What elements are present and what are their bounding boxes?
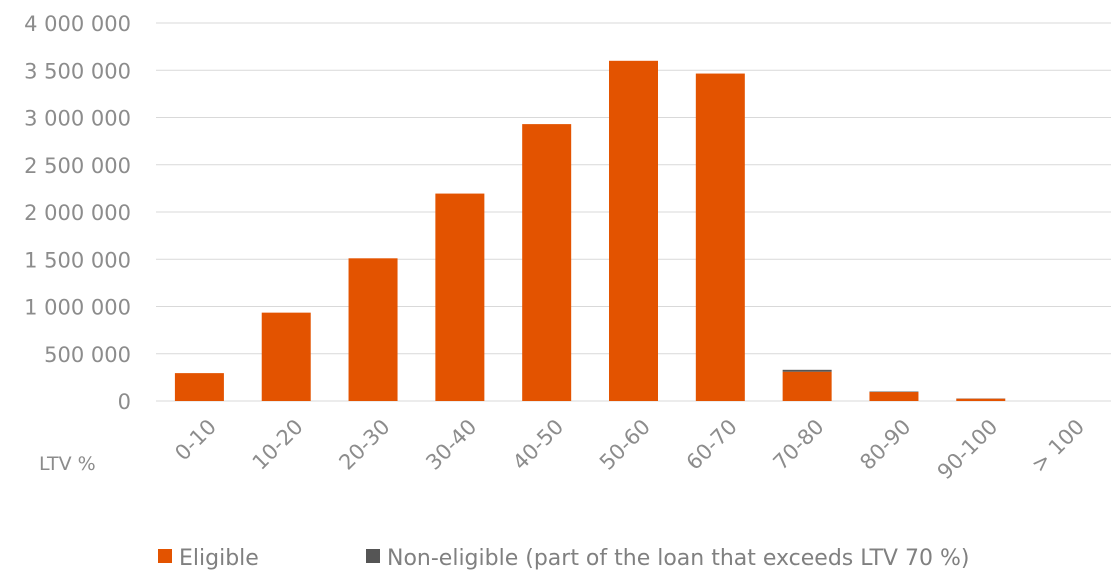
legend-swatch	[158, 549, 172, 563]
x-tick-label: 50-60	[595, 415, 655, 475]
y-tick-label: 2 500 000	[24, 154, 131, 178]
y-tick-label: 1 500 000	[24, 248, 131, 272]
y-tick-label: 0	[118, 390, 131, 414]
x-tick-label: 20-30	[334, 415, 394, 475]
y-tick-label: 3 000 000	[24, 107, 131, 131]
y-tick-label: 1 000 000	[24, 296, 131, 320]
bar-eligible	[609, 61, 658, 401]
x-tick-label: 0-10	[170, 415, 221, 466]
bar-eligible	[522, 124, 571, 401]
x-tick-label: 40-50	[508, 415, 568, 475]
y-tick-label: 2 000 000	[24, 201, 131, 225]
bar-eligible	[956, 399, 1005, 401]
x-tick-label: 30-40	[421, 415, 481, 475]
legend-label: Non-eligible (part of the loan that exce…	[387, 546, 969, 571]
x-tick-label: 60-70	[682, 415, 742, 475]
x-tick-label: 80-90	[855, 415, 915, 475]
bar-non-eligible	[783, 370, 832, 372]
y-tick-label: 4 000 000	[24, 12, 131, 36]
legend-label: Eligible	[179, 546, 259, 571]
legend: Eligible Non-eligible (part of the loan t…	[158, 546, 969, 571]
bar-eligible	[175, 373, 224, 401]
bar-eligible	[435, 194, 484, 401]
x-tick-label: > 100	[1027, 415, 1089, 477]
bar-eligible	[869, 392, 918, 401]
bar-eligible	[349, 258, 398, 401]
x-axis-tick-labels: 0-10 10-20 20-30 30-40 40-50 50-60 60-70 70-80 8…	[170, 415, 1089, 485]
y-axis-tick-labels: 0 500 000 1 000 000 1 500 000 2 000 000 2 500…	[24, 12, 131, 414]
x-axis-title: LTV %	[39, 453, 96, 475]
y-tick-label: 500 000	[44, 343, 131, 367]
bar-eligible	[783, 372, 832, 401]
legend-swatch	[366, 549, 380, 563]
bar-eligible	[262, 313, 311, 401]
x-tick-label: 10-20	[248, 415, 308, 475]
y-tick-label: 3 500 000	[24, 59, 131, 83]
x-tick-label: 90-100	[933, 415, 1003, 485]
x-tick-label: 70-80	[769, 415, 829, 475]
bars	[175, 61, 1005, 401]
bar-eligible	[696, 74, 745, 401]
